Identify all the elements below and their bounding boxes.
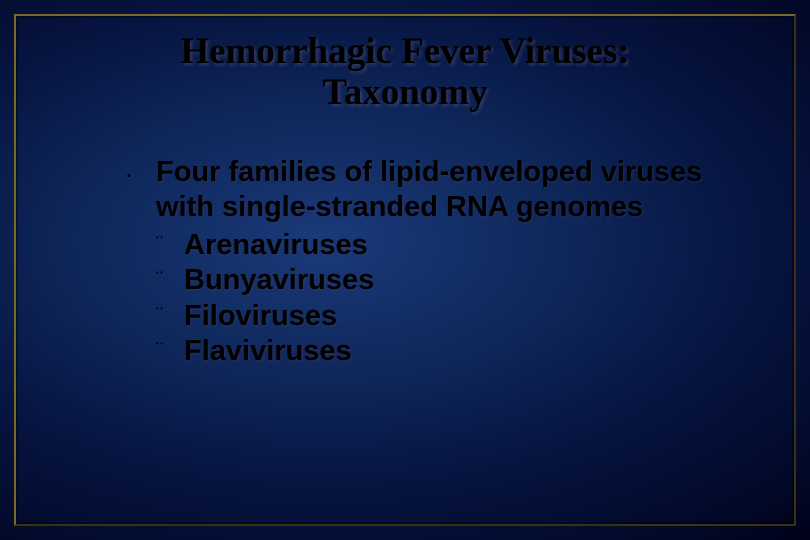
sub-bullet-icon: ¨ — [156, 228, 170, 262]
sub-item: ¨ Arenaviruses — [156, 228, 740, 263]
sub-text: Filoviruses — [184, 299, 337, 334]
sub-item: ¨ Filoviruses — [156, 299, 740, 334]
slide: Hemorrhagic Fever Viruses: Taxonomy · Fo… — [0, 0, 810, 540]
bullet-dot-icon: · — [120, 155, 138, 191]
sub-bullet-icon: ¨ — [156, 299, 170, 333]
title-line-1: Hemorrhagic Fever Viruses: — [180, 31, 629, 72]
slide-body: · Four families of lipid-enveloped virus… — [120, 155, 740, 369]
sub-text: Arenaviruses — [184, 228, 368, 263]
sub-bullet-icon: ¨ — [156, 334, 170, 368]
bullet-item: · Four families of lipid-enveloped virus… — [120, 155, 740, 369]
sub-list: ¨ Arenaviruses ¨ Bunyaviruses ¨ Filoviru… — [156, 228, 740, 370]
sub-text: Flaviviruses — [184, 334, 352, 369]
bullet-text: Four families of lipid-enveloped viruses… — [156, 155, 740, 226]
sub-text: Bunyaviruses — [184, 263, 374, 298]
bullet-body: Four families of lipid-enveloped viruses… — [156, 155, 740, 369]
title-line-2: Taxonomy — [322, 72, 487, 113]
sub-item: ¨ Flaviviruses — [156, 334, 740, 369]
sub-bullet-icon: ¨ — [156, 263, 170, 297]
slide-title: Hemorrhagic Fever Viruses: Taxonomy — [0, 32, 810, 113]
sub-item: ¨ Bunyaviruses — [156, 263, 740, 298]
